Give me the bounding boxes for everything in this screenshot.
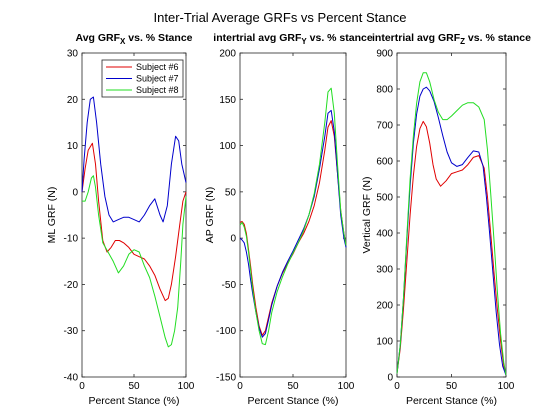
series-line-subject-6 [81, 142, 187, 302]
legend-entry: Subject #8 [136, 85, 179, 95]
y-tick-label: -40 [64, 373, 79, 384]
subplot-1: 0 50 100 -40 -30 -20 -10 0 10 20 30 Avg GRFX vs. % … [46, 32, 195, 407]
y-tick-label: 300 [376, 265, 393, 276]
subplot-title: intertrial avg GRFZ vs. % stance [372, 32, 531, 46]
y-tick-label: 10 [67, 141, 79, 152]
legend-entry: Subject #6 [136, 62, 179, 72]
y-tick-label: 500 [376, 193, 393, 204]
y-axis-label: ML GRF (N) [46, 187, 58, 244]
x-axis-label: Percent Stance (%) [406, 395, 497, 407]
x-axis-label: Percent Stance (%) [88, 395, 179, 407]
y-axis-label: Vertical GRF (N) [361, 176, 373, 253]
subplot-3: 0 50 100 0 100 200 300 400 500 600 700 800 900 intert… [361, 32, 531, 407]
x-tick-label: 100 [178, 381, 195, 392]
x-tick-label: 50 [128, 381, 140, 392]
y-tick-label: 100 [376, 337, 393, 348]
x-tick-label: 100 [338, 381, 355, 392]
x-tick-label: 0 [237, 381, 243, 392]
y-axis-label: AP GRF (N) [204, 187, 216, 243]
x-tick-label: 0 [394, 381, 400, 392]
x-axis-label: Percent Stance (%) [247, 395, 338, 407]
y-tick-label: 0 [230, 234, 236, 245]
series-line-subject-7 [81, 96, 187, 223]
y-tick-label: 200 [219, 49, 236, 60]
legend-entry: Subject #7 [136, 74, 179, 84]
series-line-subject-8 [82, 175, 187, 348]
y-tick-label: 20 [67, 95, 79, 106]
y-tick-label: -100 [216, 326, 236, 337]
subplot-title: Avg GRFX vs. % Stance [76, 32, 193, 46]
x-tick-label: 0 [79, 381, 85, 392]
y-tick-label: 150 [219, 95, 236, 106]
y-tick-label: 200 [376, 301, 393, 312]
axes-box [396, 52, 507, 378]
y-tick-label: -20 [64, 280, 79, 291]
y-tick-label: 400 [376, 229, 393, 240]
series-line-subject-7 [239, 109, 347, 338]
series-line-subject-7 [396, 86, 507, 376]
y-tick-label: 800 [376, 85, 393, 96]
y-tick-label: -10 [64, 234, 79, 245]
y-tick-label: -30 [64, 326, 79, 337]
series-line-subject-8 [396, 72, 507, 376]
y-tick-label: 900 [376, 49, 393, 60]
y-tick-label: 700 [376, 121, 393, 132]
subplot-2: 0 50 100 -150 -100 -50 0 50 100 150 200 intertrial … [204, 32, 373, 407]
axes-box [81, 52, 187, 378]
y-tick-label: 100 [219, 141, 236, 152]
y-tick-label: 30 [67, 49, 79, 60]
y-tick-label: 50 [225, 187, 237, 198]
x-tick-label: 100 [498, 381, 515, 392]
series-line-subject-8 [239, 87, 347, 346]
y-tick-label: -50 [222, 280, 237, 291]
y-tick-label: 0 [72, 187, 78, 198]
x-tick-label: 50 [446, 381, 458, 392]
y-tick-label: -150 [216, 373, 236, 384]
x-tick-label: 50 [287, 381, 299, 392]
y-tick-label: 600 [376, 157, 393, 168]
subplot-title: intertrial avg GRFY vs. % stance [213, 32, 373, 46]
series-line-subject-6 [396, 120, 507, 376]
axes-box [239, 52, 347, 378]
figure-suptitle: Inter-Trial Average GRFs vs Percent Stan… [153, 10, 407, 25]
y-tick-label: 0 [387, 373, 393, 384]
